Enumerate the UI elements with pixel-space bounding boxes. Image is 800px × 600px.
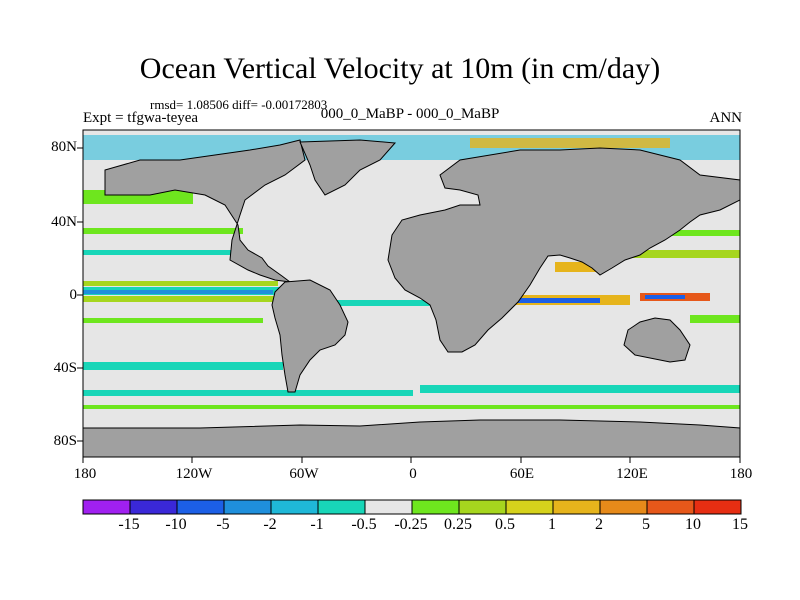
south-west-pacific-green [690,315,740,323]
cbar-label-9: 0.5 [495,516,515,533]
ytick-label-0: 0 [69,287,78,303]
colorbar-swatch-13 [646,499,695,515]
south-pacific-green [83,318,263,323]
australia [623,317,691,363]
map-title: Ocean Vertical Velocity at 10m (in cm/da… [139,52,661,85]
cbar-label-12: 5 [642,516,650,533]
indian-eq-blue [490,298,600,303]
arctic-orange [470,138,670,148]
north-america [104,139,306,283]
south-america [271,279,349,393]
cbar-label-5: -1 [310,516,324,533]
cbar-label-11: 2 [595,516,603,533]
eq-pacific-south-green [83,296,278,302]
colorbar [82,499,742,515]
colorbar-swatch-3 [176,499,225,515]
ytick-label-40n: 40N [51,214,77,230]
xtick-label-0: 0 [409,466,417,482]
southern-ocean-teal-2 [83,390,413,396]
bay-of-bengal-orange [555,262,600,272]
colorbar-swatch-11 [552,499,601,515]
eq-pacific-band-green [83,281,278,286]
xtick-label-60w: 60W [289,466,319,482]
ytick-label-40s: 40S [53,360,77,376]
xtick-label-120w: 120W [175,466,213,482]
eq-pacific-band-blue [83,290,273,294]
cbar-label-8: 0.25 [444,516,472,533]
cbar-label-4: -2 [263,516,277,533]
ytick-label-80s: 80S [53,433,77,449]
cbar-label-6: -0.5 [351,516,377,533]
cbar-label-14: 15 [732,516,748,533]
colorbar-swatch-10 [505,499,554,515]
atlantic-eq-teal [330,300,430,306]
north-pacific-teal [83,250,233,255]
colorbar-swatch-14 [693,499,742,515]
colorbar-swatch-4 [223,499,272,515]
north-pacific-green [83,228,243,234]
cbar-label-13: 10 [685,516,701,533]
xtick-label-180e: 180 [729,466,753,482]
southern-ocean-green [83,405,740,409]
cbar-label-10: 1 [548,516,556,533]
southern-ocean-teal-1 [83,362,283,370]
land [82,139,741,458]
cbar-label-2: -10 [165,516,187,533]
ytick-label-80n: 80N [51,139,77,155]
colorbar-swatch-7 [364,499,413,515]
colorbar-swatch-8 [411,499,460,515]
cbar-label-3: -5 [216,516,230,533]
west-pacific-blue [645,295,685,299]
stats-label: rmsd= 1.08506 diff= -0.00172803 [150,97,328,112]
colorbar-swatch-2 [129,499,178,515]
cbar-label-1: -15 [118,516,140,533]
tick-marks [77,147,741,463]
colorbar-swatch-6 [317,499,366,515]
xtick-label-60e: 60E [509,466,535,482]
colorbar-swatch-5 [270,499,319,515]
season-label: ANN [709,110,743,126]
colorbar-swatch-12 [599,499,648,515]
xtick-label-120e: 120E [616,466,648,482]
colorbar-swatch-1 [82,499,131,515]
cbar-label-7: -0.25 [394,516,428,533]
colorbar-swatch-9 [458,499,507,515]
greenland [299,139,397,196]
xtick-label-180w: 180 [73,466,97,482]
period-label: 000_0_MaBP - 000_0_MaBP [320,106,500,122]
southern-ocean-teal-3 [420,385,740,393]
north-pacific-yellow [600,250,740,258]
experiment-label: Expt = tfgwa-teyea [83,110,199,126]
